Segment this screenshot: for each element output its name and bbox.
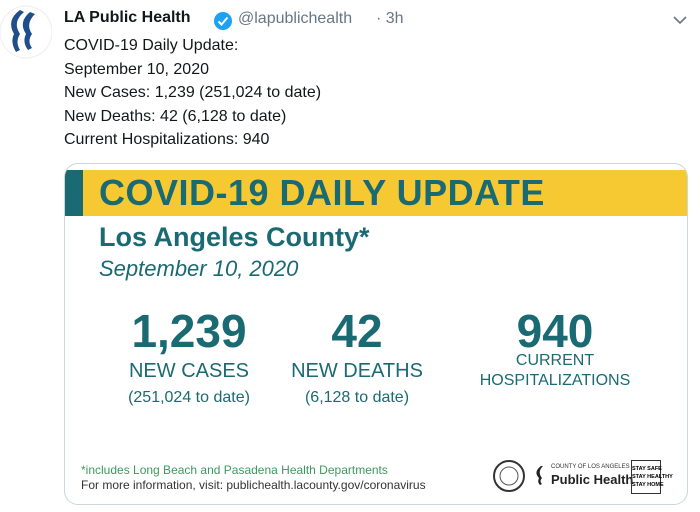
department-icon	[536, 466, 543, 485]
avatar[interactable]	[0, 2, 52, 62]
info: For more information, visit: publichealt…	[81, 478, 426, 492]
stat-value: 42	[331, 305, 383, 357]
card-date: September 10, 2020	[99, 256, 299, 281]
logo-county: COUNTY OF LOS ANGELES	[551, 464, 630, 470]
slogan-line: STAY HOME	[632, 482, 664, 488]
stat-label: NEW DEATHS	[291, 360, 423, 382]
banner	[65, 170, 687, 216]
logo-department: Public Health	[551, 472, 634, 487]
tweet-time[interactable]: · 3h	[376, 10, 404, 27]
stat-sub: (251,024 to date)	[128, 389, 250, 406]
stat-value: 1,239	[131, 305, 247, 357]
slogan-badge: STAY SAFE STAY HEALTHY STAY HOME	[631, 460, 673, 494]
tweet-text-line: New Cases: 1,239 (251,024 to date)	[64, 84, 322, 101]
tweet-text-line: Current Hospitalizations: 940	[64, 131, 270, 148]
slogan-line: STAY HEALTHY	[632, 474, 673, 480]
county-seal	[493, 460, 525, 492]
menu-chevron[interactable]	[672, 14, 688, 26]
author-handle[interactable]: @lapublichealth	[238, 10, 353, 27]
footnote: *includes Long Beach and Pasadena Health…	[81, 463, 388, 477]
stat-label: CURRENT	[515, 352, 595, 369]
tweet-text-line: New Deaths: 42 (6,128 to date)	[64, 107, 287, 125]
slogan-line: STAY SAFE	[632, 466, 662, 472]
banner-strip	[65, 170, 83, 216]
region: Los Angeles County*	[99, 222, 370, 252]
stat-value: 940	[516, 305, 594, 357]
tweet-text-line: COVID-19 Daily Update:	[64, 37, 239, 54]
banner-title: COVID-19 DAILY UPDATE	[99, 172, 545, 213]
image-card[interactable]: COVID-19 DAILY UPDATE Los Angeles County…	[64, 163, 688, 505]
author-name[interactable]: LA Public Health	[64, 9, 191, 26]
stat-sub: (6,128 to date)	[304, 389, 410, 406]
verified-badge	[214, 12, 232, 30]
tweet-text-line: September 10, 2020	[64, 60, 209, 78]
stat-label: NEW CASES	[128, 360, 250, 382]
stat-label: HOSPITALIZATIONS	[479, 372, 631, 389]
